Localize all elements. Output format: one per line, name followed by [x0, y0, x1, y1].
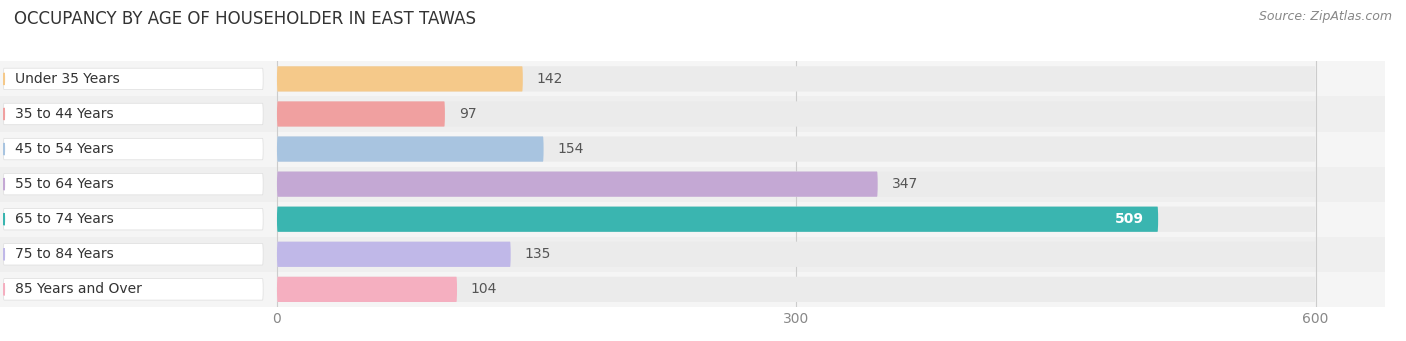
Text: OCCUPANCY BY AGE OF HOUSEHOLDER IN EAST TAWAS: OCCUPANCY BY AGE OF HOUSEHOLDER IN EAST … [14, 10, 477, 28]
FancyBboxPatch shape [3, 208, 263, 230]
FancyBboxPatch shape [277, 242, 1316, 267]
Text: 85 Years and Over: 85 Years and Over [15, 282, 142, 296]
FancyBboxPatch shape [0, 272, 1385, 307]
Text: 154: 154 [557, 142, 583, 156]
FancyBboxPatch shape [0, 132, 1385, 167]
FancyBboxPatch shape [277, 136, 544, 162]
FancyBboxPatch shape [0, 97, 1385, 132]
FancyBboxPatch shape [0, 237, 1385, 272]
FancyBboxPatch shape [3, 174, 263, 195]
Text: Source: ZipAtlas.com: Source: ZipAtlas.com [1258, 10, 1392, 23]
FancyBboxPatch shape [277, 207, 1316, 232]
FancyBboxPatch shape [3, 279, 263, 300]
FancyBboxPatch shape [277, 242, 510, 267]
Text: 45 to 54 Years: 45 to 54 Years [15, 142, 114, 156]
FancyBboxPatch shape [3, 243, 263, 265]
FancyBboxPatch shape [277, 277, 457, 302]
FancyBboxPatch shape [277, 172, 877, 197]
Text: 97: 97 [458, 107, 477, 121]
FancyBboxPatch shape [277, 277, 1316, 302]
Text: 65 to 74 Years: 65 to 74 Years [15, 212, 114, 226]
FancyBboxPatch shape [277, 66, 1316, 91]
Text: 142: 142 [537, 72, 562, 86]
Text: 55 to 64 Years: 55 to 64 Years [15, 177, 114, 191]
FancyBboxPatch shape [277, 101, 1316, 127]
FancyBboxPatch shape [3, 103, 263, 125]
Text: 509: 509 [1115, 212, 1144, 226]
FancyBboxPatch shape [0, 167, 1385, 202]
Text: 135: 135 [524, 247, 551, 261]
FancyBboxPatch shape [277, 136, 1316, 162]
FancyBboxPatch shape [277, 172, 1316, 197]
Text: 35 to 44 Years: 35 to 44 Years [15, 107, 114, 121]
Text: 75 to 84 Years: 75 to 84 Years [15, 247, 114, 261]
FancyBboxPatch shape [0, 202, 1385, 237]
FancyBboxPatch shape [3, 68, 263, 90]
FancyBboxPatch shape [277, 101, 444, 127]
Text: Under 35 Years: Under 35 Years [15, 72, 120, 86]
Text: 347: 347 [891, 177, 918, 191]
Text: 104: 104 [471, 282, 498, 296]
FancyBboxPatch shape [0, 61, 1385, 97]
FancyBboxPatch shape [277, 207, 1159, 232]
FancyBboxPatch shape [3, 138, 263, 160]
FancyBboxPatch shape [277, 66, 523, 91]
